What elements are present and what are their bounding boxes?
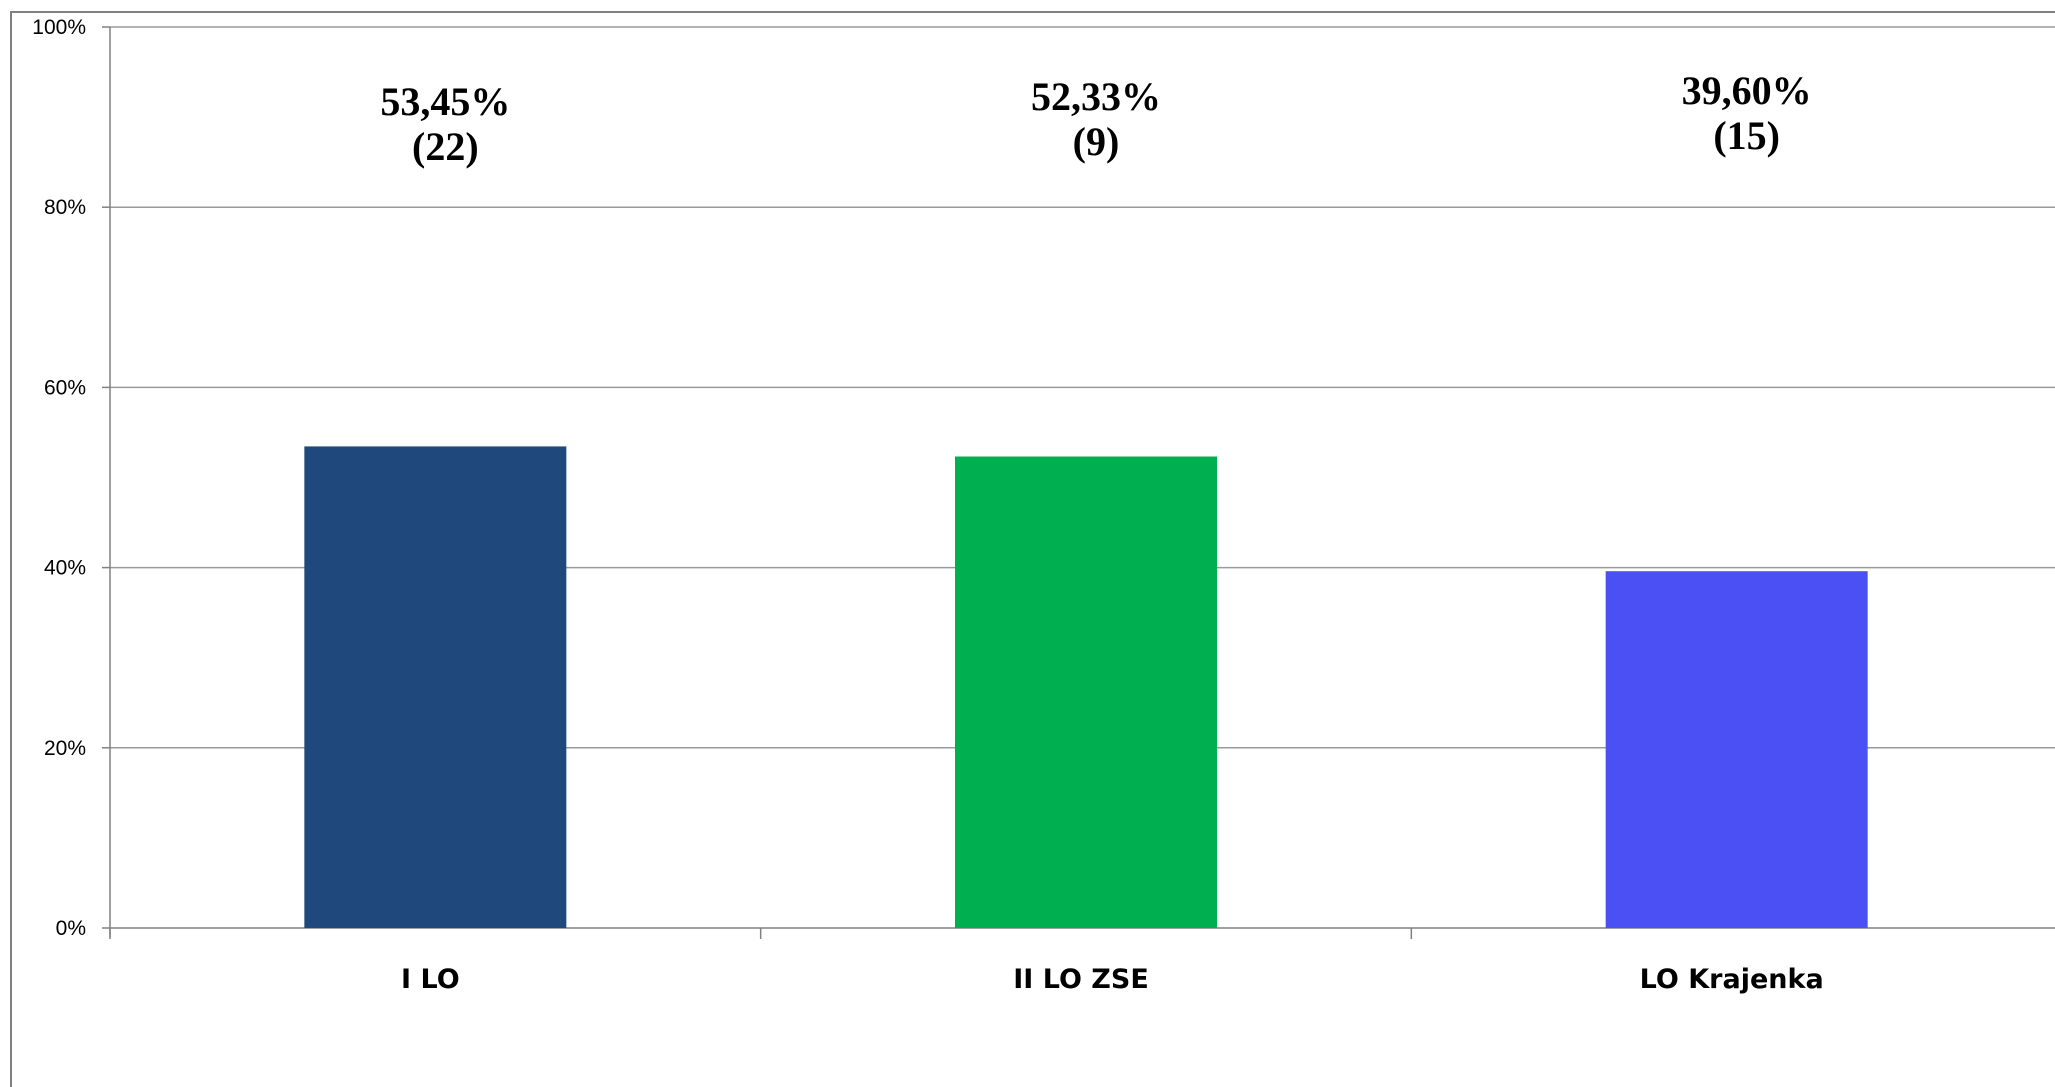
y-tick-label: 60% [44, 376, 86, 399]
bars [304, 446, 1868, 928]
data-label-count: (22) [412, 124, 479, 169]
bar [955, 456, 1217, 928]
y-tick-label: 0% [56, 917, 86, 940]
data-label-value: 39,60% [1682, 68, 1812, 113]
data-label-value: 53,45% [380, 79, 510, 124]
bar [304, 446, 567, 928]
y-tick-label: 100% [32, 16, 86, 39]
x-category-label: I LO [401, 964, 460, 995]
data-label-value: 52,33% [1031, 74, 1161, 119]
x-category-label: II LO ZSE [1013, 964, 1149, 995]
bar [1605, 571, 1868, 928]
y-tick-label: 20% [44, 737, 86, 760]
y-tick-label: 80% [44, 196, 86, 219]
data-label-count: (15) [1713, 113, 1780, 158]
data-label-count: (9) [1073, 119, 1120, 164]
labels: 0% 20% 40% 60% 80% 100% I LO 53,45%(22) II LO ZS… [32, 16, 1823, 995]
y-tick-label: 40% [44, 557, 86, 580]
x-category-label: LO Krajenka [1640, 964, 1824, 995]
